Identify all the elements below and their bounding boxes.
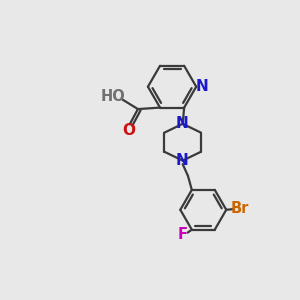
Text: N: N (176, 116, 188, 131)
Text: N: N (195, 79, 208, 94)
Text: Br: Br (230, 201, 249, 216)
Text: N: N (176, 153, 188, 168)
Text: HO: HO (101, 89, 126, 104)
Text: O: O (123, 123, 136, 138)
Text: F: F (178, 227, 188, 242)
